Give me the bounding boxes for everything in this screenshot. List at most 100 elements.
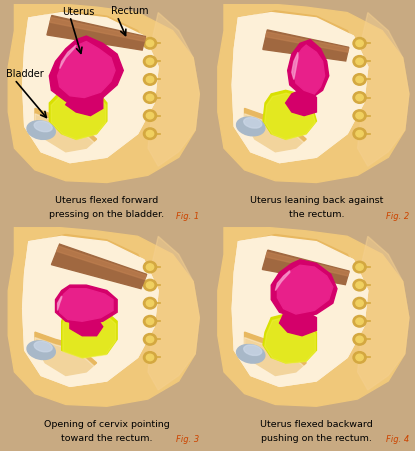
Circle shape (356, 41, 363, 47)
Circle shape (356, 131, 363, 138)
Polygon shape (263, 31, 349, 62)
Polygon shape (358, 14, 409, 167)
Ellipse shape (237, 345, 265, 364)
Circle shape (144, 316, 156, 327)
Text: Fig. 2: Fig. 2 (386, 211, 409, 220)
Text: Rectum: Rectum (111, 5, 149, 15)
Polygon shape (58, 42, 115, 98)
Circle shape (146, 59, 154, 65)
Polygon shape (35, 115, 97, 158)
Circle shape (144, 38, 156, 50)
Polygon shape (276, 271, 290, 291)
Polygon shape (57, 247, 146, 280)
Text: Uterus: Uterus (62, 7, 94, 17)
Text: pushing on the rectum.: pushing on the rectum. (261, 433, 372, 442)
Circle shape (146, 318, 154, 325)
Polygon shape (35, 332, 97, 376)
Polygon shape (244, 338, 306, 381)
Ellipse shape (244, 345, 262, 356)
Polygon shape (232, 237, 368, 387)
Text: Uterus flexed forward: Uterus flexed forward (55, 196, 159, 205)
Circle shape (144, 56, 156, 68)
Polygon shape (244, 12, 361, 131)
Polygon shape (232, 14, 368, 163)
Polygon shape (35, 109, 97, 152)
Polygon shape (286, 91, 317, 116)
Polygon shape (60, 46, 76, 69)
Circle shape (356, 336, 363, 343)
Polygon shape (35, 338, 97, 381)
Circle shape (144, 352, 156, 364)
Polygon shape (70, 314, 103, 336)
Circle shape (353, 334, 366, 345)
Polygon shape (232, 237, 368, 387)
Text: Fig. 3: Fig. 3 (176, 434, 199, 443)
Ellipse shape (34, 122, 52, 133)
Polygon shape (8, 228, 199, 406)
Circle shape (146, 336, 154, 343)
Text: pressing on the bladder.: pressing on the bladder. (49, 210, 164, 219)
Polygon shape (244, 115, 306, 158)
Polygon shape (265, 317, 315, 364)
Ellipse shape (244, 118, 262, 129)
Circle shape (356, 95, 363, 101)
Ellipse shape (237, 118, 265, 137)
Circle shape (146, 264, 154, 271)
Circle shape (353, 298, 366, 309)
Polygon shape (266, 253, 349, 276)
Polygon shape (288, 41, 329, 98)
Polygon shape (263, 314, 317, 363)
Polygon shape (63, 307, 116, 359)
Polygon shape (66, 95, 103, 116)
Polygon shape (263, 91, 317, 140)
Polygon shape (265, 94, 315, 140)
Circle shape (353, 110, 366, 122)
Circle shape (146, 77, 154, 83)
Circle shape (356, 282, 363, 289)
Polygon shape (148, 237, 199, 390)
Circle shape (146, 131, 154, 138)
Text: Fig. 4: Fig. 4 (386, 434, 409, 443)
Circle shape (144, 262, 156, 273)
Polygon shape (266, 33, 349, 53)
Circle shape (353, 262, 366, 273)
Text: toward the rectum.: toward the rectum. (61, 433, 153, 442)
Circle shape (353, 352, 366, 364)
Polygon shape (218, 5, 409, 183)
Polygon shape (35, 12, 152, 131)
Text: Opening of cervix pointing: Opening of cervix pointing (44, 419, 170, 428)
Circle shape (144, 334, 156, 345)
Circle shape (146, 41, 154, 47)
Polygon shape (271, 260, 337, 318)
Circle shape (144, 92, 156, 104)
Polygon shape (292, 53, 298, 80)
Circle shape (356, 59, 363, 65)
Circle shape (356, 113, 363, 120)
Polygon shape (62, 304, 117, 358)
Polygon shape (244, 332, 306, 376)
Polygon shape (244, 235, 361, 354)
Polygon shape (49, 37, 123, 104)
Ellipse shape (34, 341, 52, 352)
Circle shape (353, 74, 366, 86)
Text: Uterus flexed backward: Uterus flexed backward (260, 419, 373, 428)
Circle shape (146, 354, 154, 361)
Polygon shape (358, 237, 409, 390)
Circle shape (146, 282, 154, 289)
Polygon shape (47, 17, 146, 51)
Polygon shape (232, 14, 368, 163)
Text: the rectum.: the rectum. (289, 210, 344, 219)
Circle shape (353, 56, 366, 68)
Polygon shape (23, 237, 158, 387)
Circle shape (144, 129, 156, 140)
Polygon shape (60, 289, 113, 322)
Circle shape (353, 92, 366, 104)
Circle shape (356, 318, 363, 325)
Polygon shape (23, 14, 158, 163)
Polygon shape (35, 235, 152, 354)
Circle shape (353, 129, 366, 140)
Polygon shape (49, 86, 107, 140)
Polygon shape (56, 285, 117, 325)
Polygon shape (279, 309, 317, 336)
Ellipse shape (27, 341, 55, 360)
